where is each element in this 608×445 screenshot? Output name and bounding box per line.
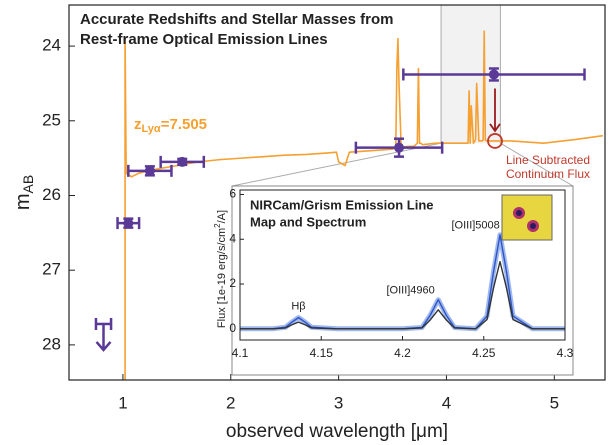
inset-x-tick-label: 4.2 — [394, 346, 411, 360]
photometry-point — [123, 218, 134, 229]
inset-x-tick-label: 4.3 — [557, 346, 574, 360]
continuum-arrow — [489, 88, 501, 133]
y-tick-label: 25 — [42, 110, 61, 129]
inset-y-label-sup: 2 — [213, 223, 222, 228]
photometry-point — [488, 69, 499, 80]
inset-frame — [239, 189, 566, 341]
plot-frame — [68, 4, 606, 381]
y-axis-label: mAB — [12, 175, 35, 210]
line-label: Hβ — [291, 300, 305, 312]
photometry-point — [177, 156, 188, 167]
y-tick-label: 26 — [42, 185, 61, 204]
line-label: [OIII]4960 — [386, 285, 434, 297]
zoom-guide — [500, 142, 574, 187]
inset-y-tick-label: 2 — [229, 276, 236, 290]
x-tick-label: 5 — [550, 393, 559, 412]
model-line — [240, 234, 565, 330]
map-blob-core — [530, 223, 536, 229]
inset-y-label-end: /A] — [216, 210, 228, 223]
x-tick-label: 1 — [118, 393, 127, 412]
y-axis-label-sub: AB — [20, 175, 36, 194]
redshift-label: zLyα=7.505 — [134, 116, 207, 135]
inset-y-tick-label: 6 — [229, 187, 236, 201]
continuum-label: Continuum Flux — [506, 167, 590, 181]
inset-title: NIRCam/Grism Emission Line — [250, 197, 434, 212]
inset-x-tick-label: 4.1 — [232, 346, 249, 360]
model-line — [240, 260, 565, 330]
x-axis-label: observed wavelength [μm] — [226, 421, 448, 442]
continuum-label: Line Subtracted — [506, 153, 590, 167]
y-tick-label: 28 — [42, 334, 61, 353]
redshift-value: =7.505 — [161, 116, 207, 133]
inset-y-label: Flux [1e-19 erg/s/cm2/A] — [213, 210, 228, 328]
upper-limit-arrow — [95, 323, 112, 352]
photometry-point — [394, 142, 405, 153]
zoom-guide — [231, 142, 442, 187]
redshift-sub: Lyα — [142, 123, 161, 135]
x-tick-label: 2 — [226, 393, 235, 412]
photometry-point — [144, 165, 155, 176]
inset-y-label-main: Flux [1e-19 erg/s/cm — [216, 228, 228, 328]
continuum-point — [487, 133, 503, 149]
y-tick-label: 27 — [42, 260, 61, 279]
inset-x-tick-label: 4.25 — [472, 346, 496, 360]
redshift-z: z — [134, 116, 142, 133]
map-blob-core — [516, 210, 522, 216]
inset-y-tick-label: 4 — [229, 231, 236, 245]
chart-title: Accurate Redshifts and Stellar Masses fr… — [80, 11, 393, 28]
inset-x-tick-label: 4.15 — [310, 346, 334, 360]
line-label: [OIII]5008 — [451, 220, 499, 232]
y-axis-label-main: m — [12, 194, 34, 211]
x-tick-label: 3 — [334, 393, 343, 412]
map-thumbnail — [501, 194, 553, 241]
y-tick-label: 24 — [42, 36, 61, 55]
x-tick-label: 4 — [442, 393, 451, 412]
chart-title: Rest-frame Optical Emission Lines — [80, 31, 328, 48]
inset-title: Map and Spectrum — [250, 214, 366, 229]
inset-y-tick-label: 0 — [229, 321, 236, 335]
